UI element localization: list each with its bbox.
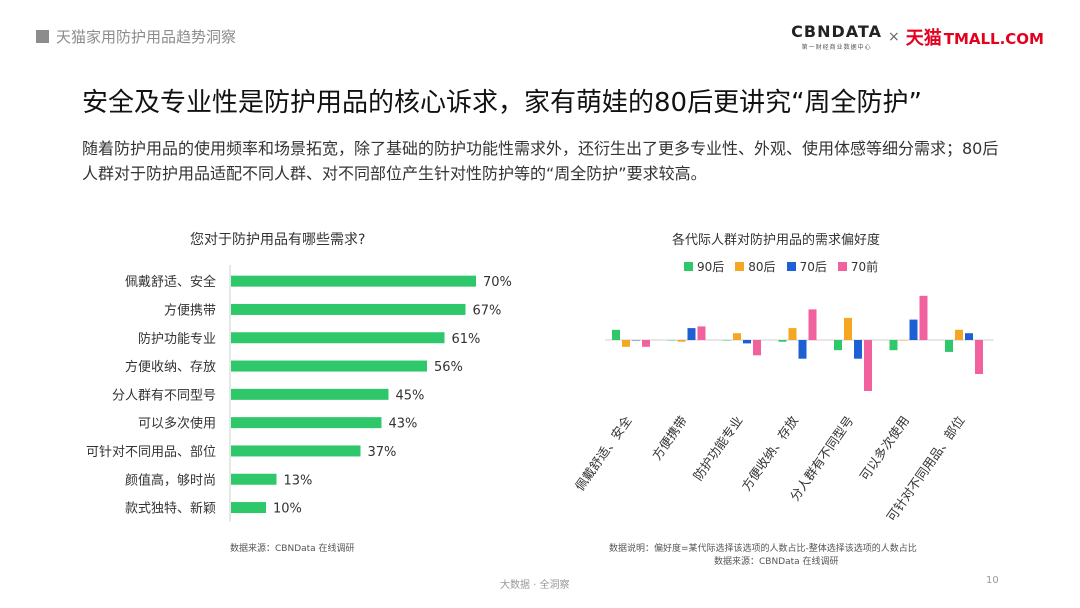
legend-item-70: 70后	[786, 258, 827, 275]
cbndata-logo: CBNDATA 第一财经商业数据中心	[791, 22, 882, 51]
legend-label-90: 90后	[697, 260, 725, 274]
brand-logos: CBNDATA 第一财经商业数据中心 × 天猫 TMALL.COM	[791, 22, 1044, 51]
tmall-logo-en: TMALL.COM	[943, 29, 1044, 48]
right-bar	[622, 340, 630, 347]
left-bar	[231, 360, 427, 372]
left-value-label: 67%	[473, 303, 502, 318]
left-value-label: 43%	[389, 417, 418, 432]
right-bar	[864, 340, 872, 391]
left-bar	[231, 445, 361, 457]
right-bar	[889, 340, 898, 351]
left-value-label: 10%	[273, 502, 302, 517]
left-value-label: 37%	[368, 445, 397, 460]
left-chart-source: 数据来源：CBNData 在线调研	[230, 544, 355, 554]
left-bar	[231, 303, 466, 315]
right-bar	[945, 340, 953, 352]
right-chart-title: 各代际人群对防护用品的需求偏好度	[672, 233, 881, 248]
left-value-label: 70%	[483, 275, 512, 290]
right-bar	[723, 340, 731, 341]
left-bar	[231, 502, 266, 514]
right-bar	[778, 340, 787, 342]
left-category-label: 款式独特、新颖	[125, 501, 216, 517]
right-category-label: 防护功能专业	[690, 413, 745, 483]
legend-swatch-90	[684, 262, 693, 271]
needs-bar-chart: 佩戴舒适、安全 70% 方便携带 67% 防护功能专业 61% 方便收纳、存放 56% 分人群有…	[86, 265, 512, 522]
right-chart-source: 数据来源：CBNData 在线调研	[714, 557, 839, 567]
right-category-label: 可以多次使用	[857, 413, 912, 483]
left-value-label: 13%	[284, 473, 313, 488]
right-bar	[955, 329, 963, 340]
right-bar	[677, 340, 686, 342]
page-headline: 安全及专业性是防护用品的核心诉求，家有萌娃的80后更讲究“周全防护”	[82, 88, 923, 118]
left-bar	[231, 275, 476, 287]
legend-item-90: 90后	[684, 258, 724, 275]
right-bar	[808, 309, 817, 340]
right-bar	[788, 328, 797, 340]
page-number: 10	[986, 575, 999, 586]
right-category-label: 佩戴舒适、安全	[572, 413, 635, 494]
left-category-label: 方便携带	[164, 302, 216, 318]
legend-swatch-80	[735, 262, 745, 271]
legend-label-70pre: 70前	[850, 260, 879, 274]
page-description: 随着防护用品的使用频率和场景拓宽，除了基础的防护功能性需求外，还衍生出了更多专业…	[82, 139, 999, 183]
legend-item-80: 80后	[735, 258, 776, 275]
right-bar	[965, 333, 973, 340]
left-category-label: 可针对不同用品、部位	[86, 445, 216, 460]
right-bar	[844, 317, 852, 340]
right-category-label: 方便携带	[649, 413, 690, 463]
right-bar	[753, 340, 761, 356]
tmall-logo: 天猫 TMALL.COM	[906, 24, 1044, 50]
cbndata-logo-subtext: 第一财经商业数据中心	[801, 44, 872, 51]
right-bar	[854, 340, 862, 359]
left-category-label: 防护功能专业	[138, 331, 216, 347]
right-bar	[909, 319, 918, 340]
cbndata-logo-text: CBNDATA	[791, 22, 882, 41]
legend-label-70: 70后	[799, 260, 827, 274]
left-category-label: 佩戴舒适、安全	[125, 274, 216, 290]
legend-swatch-70	[786, 262, 796, 271]
left-category-label: 方便收纳、存放	[125, 359, 216, 375]
right-bar	[632, 340, 640, 341]
legend-label-80: 80后	[748, 260, 776, 274]
section-marker-icon	[36, 30, 49, 43]
right-bar	[899, 340, 908, 341]
left-category-label: 可以多次使用	[138, 416, 216, 432]
left-category-label: 分人群有不同型号	[112, 388, 216, 403]
right-bar	[798, 340, 807, 359]
right-bar	[687, 328, 696, 340]
left-bar	[231, 473, 277, 485]
left-value-label: 45%	[396, 388, 425, 403]
legend-item-70pre: 70前	[837, 258, 879, 275]
left-value-label: 56%	[434, 360, 463, 375]
right-bar	[834, 340, 842, 351]
right-chart-legend: 90后 80后 70后 70前	[684, 258, 889, 275]
left-value-label: 61%	[452, 332, 481, 347]
right-bar	[612, 329, 620, 340]
left-category-label: 颜值高，够时尚	[125, 472, 216, 488]
logo-separator: ×	[887, 28, 900, 45]
legend-swatch-70pre	[837, 262, 847, 271]
right-chart-note: 数据说明：偏好度=某代际选择该选项的人数占比-整体选择该选项的人数占比	[609, 544, 917, 554]
tmall-logo-cn: 天猫	[905, 27, 942, 49]
section-title: 天猫家用防护用品趋势洞察	[56, 28, 237, 46]
left-bar	[231, 332, 445, 344]
right-bar	[697, 326, 706, 340]
section-header: 天猫家用防护用品趋势洞察	[36, 26, 236, 47]
right-bar	[743, 340, 751, 344]
right-bar	[667, 340, 676, 341]
left-chart-title: 您对于防护用品有哪些需求?	[190, 232, 366, 248]
right-bar	[975, 340, 983, 374]
left-bar	[231, 388, 389, 400]
right-category-label: 方便收纳、存放	[738, 413, 801, 494]
footer-slogan: 大数据 · 全洞察	[500, 580, 570, 591]
right-bar	[642, 340, 650, 347]
right-bar	[919, 295, 928, 340]
left-bar	[231, 417, 382, 429]
right-bar	[733, 333, 741, 340]
